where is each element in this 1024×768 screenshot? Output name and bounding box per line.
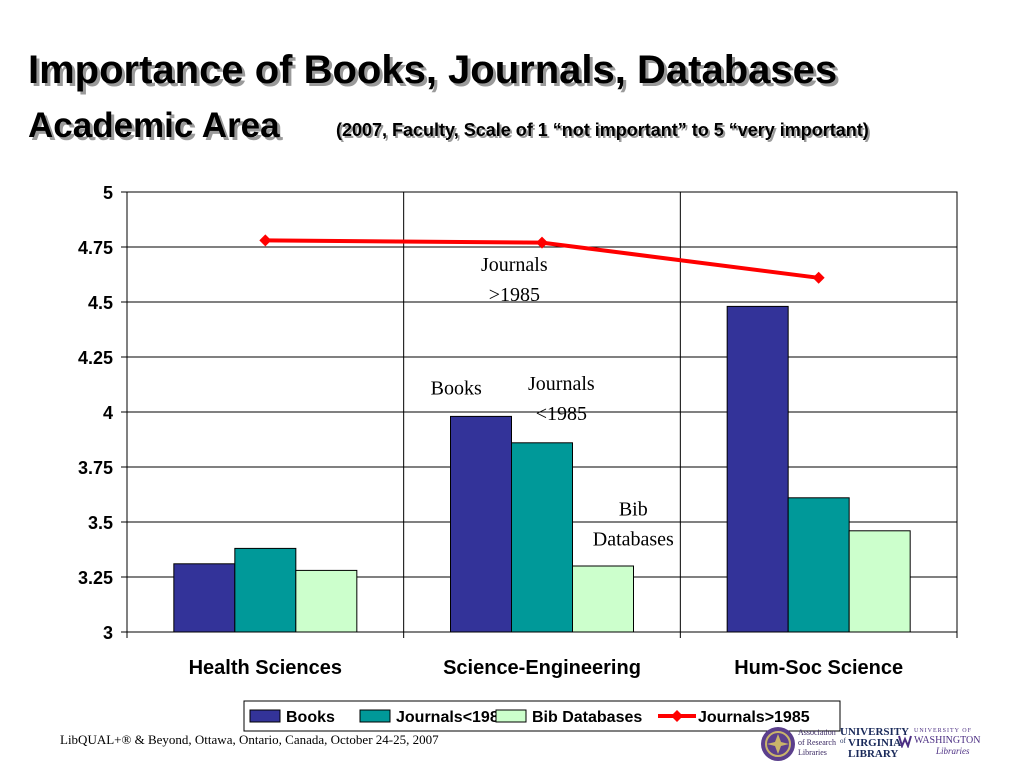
bar	[450, 415, 512, 633]
uw-logo-sub: Libraries	[936, 746, 970, 756]
annotation-label: Bib Databases	[593, 498, 674, 550]
slide-title: Importance of Books, Journals, Databases	[28, 48, 838, 92]
uw-logo-main: WASHINGTON	[914, 735, 981, 746]
bar	[173, 563, 236, 633]
uva-logo-of: of	[840, 737, 846, 745]
legend-label: Books	[286, 709, 335, 726]
legend-swatch	[495, 709, 527, 723]
y-tick-label: 3.25	[78, 568, 113, 588]
line-point	[536, 236, 548, 249]
bar	[726, 305, 789, 633]
legend-label: Journals>1985	[698, 709, 810, 726]
bar	[787, 497, 850, 633]
arl-logo-line1: Association	[798, 728, 836, 737]
slide-subtitle-note: (2007, Faculty, Scale of 1 “not importan…	[336, 120, 869, 140]
y-tick-label: 3	[103, 623, 113, 643]
y-tick-label: 4.5	[88, 293, 113, 313]
legend-label: Bib Databases	[532, 709, 642, 726]
uva-logo-line2: Virginia	[848, 737, 902, 749]
legend-swatch	[359, 709, 391, 723]
arl-seal-icon	[761, 727, 795, 761]
uva-logo-line3: Library	[848, 748, 899, 760]
arl-logo-line3: Libraries	[798, 748, 827, 757]
y-tick-label: 4.25	[78, 348, 113, 368]
line-point	[812, 271, 825, 284]
uw-logo-top: UNIVERSITY OF	[914, 728, 972, 734]
x-tick-label: Hum-Soc Science	[734, 657, 903, 679]
y-tick-label: 4.75	[78, 238, 113, 258]
legend-box	[243, 700, 841, 732]
y-tick-label: 5	[103, 183, 113, 203]
legend-label: Journals<1985	[396, 709, 508, 726]
legend: Books Journals<1985 Bib Databases Journals>…	[243, 700, 841, 732]
slide-subtitle: Academic Area	[28, 106, 280, 145]
bar	[295, 569, 358, 633]
y-tick-label: 4	[103, 403, 113, 423]
y-tick-label: 3.5	[88, 513, 113, 533]
legend-marker	[671, 710, 683, 722]
uva-logo-line1: University	[840, 726, 910, 738]
uw-w-icon	[898, 735, 912, 748]
footer-text: LibQUAL+® & Beyond, Ottawa, Ontario, Can…	[60, 732, 439, 747]
x-tick-label: Health Sciences	[189, 657, 342, 679]
annotation-label: Journals >1985	[481, 254, 548, 306]
bar	[234, 547, 297, 633]
bar	[511, 442, 573, 633]
legend-swatch	[249, 709, 281, 723]
bar	[848, 530, 911, 633]
arl-logo-line2: of Research	[798, 738, 836, 747]
bar	[572, 565, 634, 633]
annotation-label: Books	[431, 377, 482, 399]
y-tick-label: 3.75	[78, 458, 113, 478]
annotation-label: Journals <1985	[528, 373, 595, 425]
x-tick-label: Science-Engineering	[443, 657, 641, 679]
line-point	[259, 234, 272, 247]
